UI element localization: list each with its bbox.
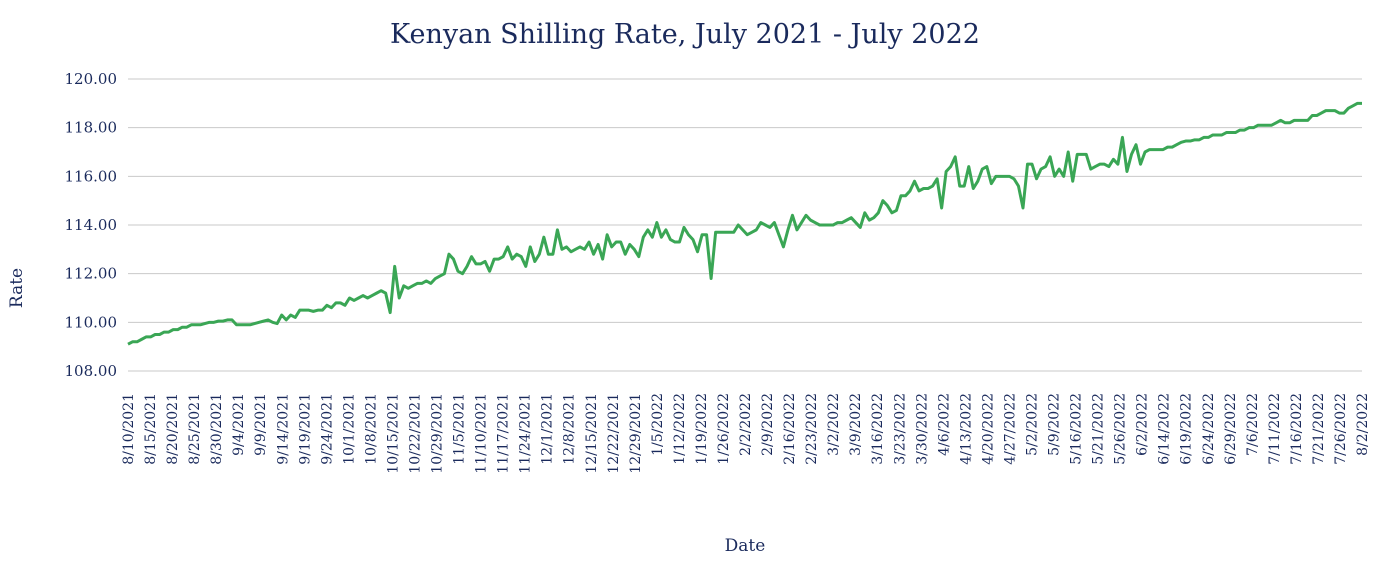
x-tick-label: 12/8/2021 (562, 393, 578, 465)
x-tick-label: 9/24/2021 (319, 393, 335, 465)
x-tick-label: 4/6/2022 (936, 393, 952, 456)
x-tick-label: 3/9/2022 (848, 393, 864, 456)
x-tick-label: 3/23/2022 (892, 393, 908, 465)
x-tick-label: 3/30/2022 (914, 393, 930, 465)
x-tick-label: 9/4/2021 (231, 393, 247, 456)
x-tick-label: 12/1/2021 (540, 393, 556, 465)
x-tick-label: 8/10/2021 (121, 393, 137, 465)
x-tick-label: 6/14/2022 (1157, 393, 1173, 465)
y-tick-label: 118.00 (65, 119, 118, 137)
x-tick-label: 10/22/2021 (407, 393, 423, 474)
x-tick-label: 2/9/2022 (760, 393, 776, 456)
x-tick-label: 6/19/2022 (1179, 393, 1195, 465)
x-tick-label: 8/30/2021 (209, 393, 225, 465)
x-tick-label: 6/29/2022 (1223, 393, 1239, 465)
x-tick-label: 4/13/2022 (958, 393, 974, 465)
x-tick-label: 1/19/2022 (694, 393, 710, 465)
x-tick-label: 4/20/2022 (980, 393, 996, 465)
x-axis-label: Date (725, 536, 766, 556)
chart-title: Kenyan Shilling Rate, July 2021 - July 2… (390, 19, 980, 50)
x-tick-label: 7/11/2022 (1267, 393, 1283, 465)
x-tick-label: 7/6/2022 (1245, 393, 1261, 456)
gridlines (128, 78, 1362, 372)
x-tick-label: 7/16/2022 (1289, 393, 1305, 465)
y-tick-label: 116.00 (65, 167, 118, 185)
y-axis-label: Rate (7, 268, 27, 308)
x-tick-label: 5/9/2022 (1047, 393, 1063, 456)
x-tick-label: 10/15/2021 (385, 393, 401, 474)
x-tick-label: 3/16/2022 (870, 393, 886, 465)
x-tick-label: 2/2/2022 (738, 393, 754, 456)
x-tick-label: 12/22/2021 (606, 393, 622, 474)
x-tick-label: 10/29/2021 (430, 393, 446, 474)
x-tick-label: 5/2/2022 (1024, 393, 1040, 456)
x-tick-label: 1/12/2022 (672, 393, 688, 465)
x-tick-label: 7/26/2022 (1333, 393, 1349, 465)
x-tick-label: 1/26/2022 (716, 393, 732, 465)
y-tick-label: 112.00 (65, 265, 118, 283)
x-tick-label: 10/8/2021 (363, 393, 379, 465)
y-tick-label: 108.00 (65, 362, 118, 380)
x-tick-label: 8/15/2021 (143, 393, 159, 465)
y-axis-ticks: 108.00 110.00 112.00 114.00 116.00 118.00 120.… (65, 70, 118, 380)
x-tick-label: 3/2/2022 (826, 393, 842, 456)
x-axis-ticks: 8/10/2021 8/15/2021 8/20/2021 8/25/2021 8/30… (121, 393, 1371, 474)
x-tick-label: 10/1/2021 (341, 393, 357, 465)
x-tick-label: 2/16/2022 (782, 393, 798, 465)
series-line (127, 101, 1362, 346)
x-tick-label: 5/21/2022 (1091, 393, 1107, 465)
x-tick-label: 11/17/2021 (496, 393, 512, 474)
x-tick-label: 9/14/2021 (275, 393, 291, 465)
x-tick-label: 6/2/2022 (1135, 393, 1151, 456)
x-tick-label: 5/26/2022 (1113, 393, 1129, 465)
x-tick-label: 1/5/2022 (650, 393, 666, 456)
x-tick-label: 11/5/2021 (452, 393, 468, 465)
x-tick-label: 8/20/2021 (165, 393, 181, 465)
x-tick-label: 5/16/2022 (1069, 393, 1085, 465)
y-tick-label: 110.00 (65, 313, 118, 331)
x-tick-label: 11/10/2021 (474, 393, 490, 474)
x-tick-label: 12/15/2021 (584, 393, 600, 474)
x-tick-label: 9/9/2021 (253, 393, 269, 456)
y-tick-label: 120.00 (65, 70, 118, 88)
x-tick-label: 8/25/2021 (187, 393, 203, 465)
x-tick-label: 4/27/2022 (1002, 393, 1018, 465)
y-tick-label: 114.00 (65, 216, 118, 234)
x-tick-label: 12/29/2021 (628, 393, 644, 474)
x-tick-label: 8/2/2022 (1355, 393, 1371, 456)
x-tick-label: 7/21/2022 (1311, 393, 1327, 465)
x-tick-label: 6/24/2022 (1201, 393, 1217, 465)
x-tick-label: 2/23/2022 (804, 393, 820, 465)
x-tick-label: 9/19/2021 (297, 393, 313, 465)
x-tick-label: 11/24/2021 (518, 393, 534, 474)
